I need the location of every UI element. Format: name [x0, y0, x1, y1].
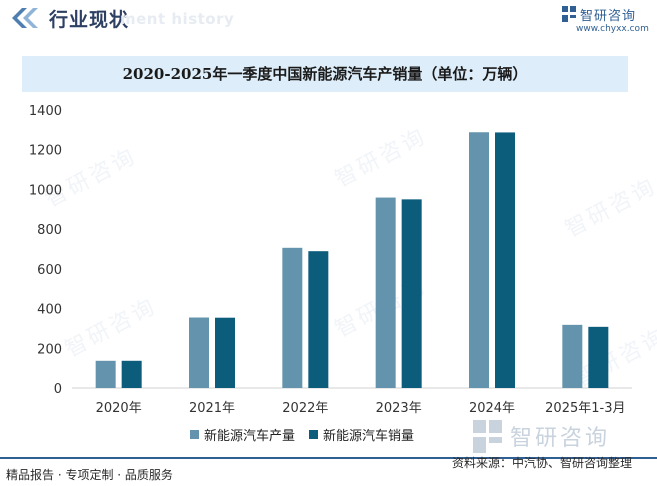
y-tick-label: 0 [54, 382, 62, 397]
legend-swatch-sales [309, 429, 319, 439]
brand-name: 智研咨询 [580, 9, 637, 24]
x-tick-label: 2023年 [376, 401, 422, 416]
bar-chart: 0 200 400 600 800 1000 1200 1400 2020年 2021年 2022年… [29, 104, 632, 416]
bar-production [375, 197, 396, 388]
legend-label-production: 新能源汽车产量 [204, 428, 296, 444]
chart-title-band: 2020-2025年一季度中国新能源汽车产销量（单位：万辆） [22, 56, 628, 92]
bar-sales [121, 360, 142, 388]
bar-sales [308, 251, 329, 388]
brand-url: www.chyxx.com [576, 24, 649, 34]
bar-production [95, 360, 116, 388]
x-tick-label: 2021年 [189, 401, 235, 416]
legend-item-sales: 新能源汽车销量 [309, 425, 414, 444]
y-tick-label: 1200 [29, 144, 62, 159]
bar-sales [495, 132, 515, 388]
legend-label-sales: 新能源汽车销量 [323, 428, 415, 444]
y-tick-label: 1000 [29, 183, 62, 198]
y-tick-label: 800 [37, 223, 62, 238]
x-tick-label: 2024年 [469, 401, 515, 416]
chevron-arrows-icon [12, 8, 38, 28]
watermark-brand: 智研咨询 [510, 426, 611, 451]
legend-item-production: 新能源汽车产量 [190, 425, 295, 444]
x-tick-label: 2025年1-3月 [545, 401, 625, 416]
header-bar: 行业现状 ment history 智研咨询 www.chyxx.com [0, 0, 657, 40]
section-subtitle: ment history [120, 10, 235, 28]
bar-production [282, 247, 303, 388]
y-tick-label: 1400 [29, 104, 62, 119]
y-tick-label: 600 [37, 263, 62, 278]
bar-production [469, 132, 489, 388]
x-tick-label: 2022年 [282, 401, 328, 416]
brand-logo-icon [562, 6, 576, 22]
bar-sales [588, 326, 609, 388]
bar-sales [401, 199, 422, 388]
watermark-logo-icon [473, 420, 502, 453]
footer-divider [0, 457, 657, 459]
chart-legend: 新能源汽车产量 新能源汽车销量 [190, 424, 428, 444]
chart-title: 2020-2025年一季度中国新能源汽车产销量（单位：万辆） [122, 65, 528, 83]
legend-swatch-production [190, 429, 199, 439]
bar-production [562, 324, 583, 388]
bar-sales [215, 317, 235, 388]
y-tick-label: 400 [37, 303, 62, 318]
y-tick-label: 200 [37, 342, 62, 357]
bar-production [189, 317, 209, 388]
footer-source: 资料来源：中汽协、智研咨询整理 [452, 456, 633, 470]
footer-tagline: 精品报告 · 专项定制 · 品质服务 [6, 468, 173, 482]
section-title: 行业现状 [49, 9, 130, 31]
x-tick-label: 2020年 [96, 401, 142, 416]
